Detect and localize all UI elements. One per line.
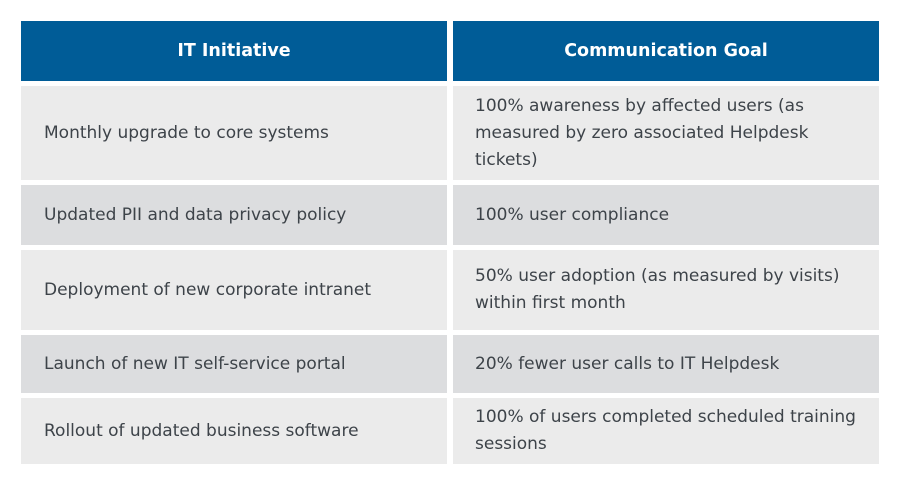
header-it-initiative: IT Initiative bbox=[21, 21, 447, 81]
initiative-cell: Monthly upgrade to core systems bbox=[21, 86, 447, 180]
initiatives-table: IT Initiative Communication Goal Monthly… bbox=[21, 21, 879, 469]
header-communication-goal: Communication Goal bbox=[453, 21, 879, 81]
goal-text-line: 20% fewer user calls to IT Helpdesk bbox=[475, 353, 780, 374]
goal-text-line: 100% of users completed scheduled traini… bbox=[475, 407, 856, 427]
goal-text-line: within first month bbox=[475, 293, 626, 313]
goal-text-line: sessions bbox=[475, 434, 547, 454]
initiative-text: Rollout of updated business software bbox=[44, 420, 359, 441]
initiative-text: Monthly upgrade to core systems bbox=[44, 122, 329, 143]
goal-text-line: 100% awareness by affected users (as bbox=[475, 95, 804, 116]
table-row: Launch of new IT self-service portal 20%… bbox=[21, 335, 879, 393]
initiative-cell: Updated PII and data privacy policy bbox=[21, 185, 447, 245]
goal-text-line: tickets) bbox=[475, 149, 538, 170]
initiative-cell: Deployment of new corporate intranet bbox=[21, 250, 447, 330]
goal-cell: 100% awareness by affected users (as mea… bbox=[453, 86, 879, 180]
goal-text-line: 100% user compliance bbox=[475, 204, 670, 225]
initiative-cell: Launch of new IT self-service portal bbox=[21, 335, 447, 393]
table-header-row: IT Initiative Communication Goal bbox=[21, 21, 879, 81]
goal-cell: 100% of users completed scheduled traini… bbox=[453, 398, 879, 464]
table-row: Deployment of new corporate intranet 50%… bbox=[21, 250, 879, 330]
goal-cell: 100% user compliance bbox=[453, 185, 879, 245]
goal-text-line: measured by zero associated Helpdesk bbox=[475, 122, 809, 143]
goal-cell: 50% user adoption (as measured by visits… bbox=[453, 250, 879, 330]
goal-cell: 20% fewer user calls to IT Helpdesk bbox=[453, 335, 879, 393]
initiative-text: Launch of new IT self-service portal bbox=[44, 353, 346, 374]
initiative-cell: Rollout of updated business software bbox=[21, 398, 447, 464]
table-row: Rollout of updated business software 100… bbox=[21, 398, 879, 464]
table-row: Monthly upgrade to core systems 100% awa… bbox=[21, 86, 879, 180]
initiative-text: Deployment of new corporate intranet bbox=[44, 279, 372, 300]
initiative-text: Updated PII and data privacy policy bbox=[44, 204, 347, 225]
table-row: Updated PII and data privacy policy 100%… bbox=[21, 185, 879, 245]
goal-text-line: 50% user adoption (as measured by visits… bbox=[475, 266, 840, 286]
